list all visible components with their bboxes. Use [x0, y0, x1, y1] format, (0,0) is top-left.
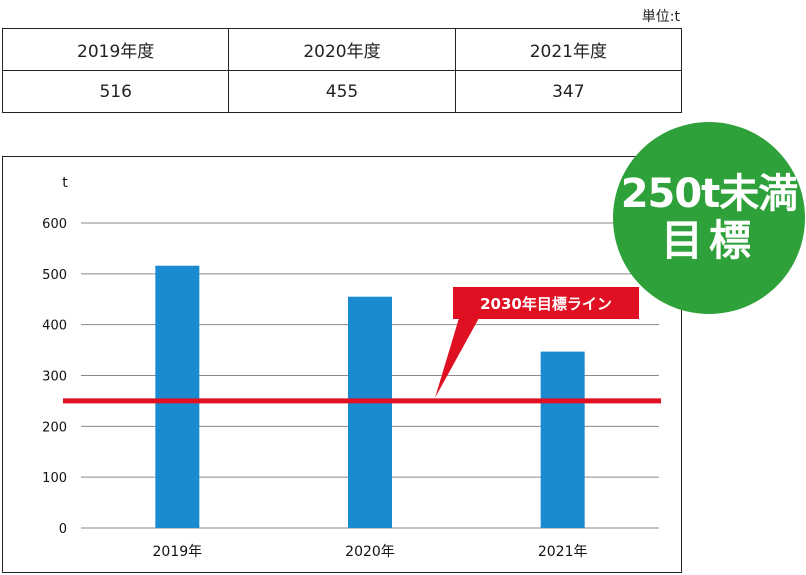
x-tick-label: 2021年	[538, 544, 588, 560]
badge-line2: 目標	[660, 216, 757, 265]
bar-chart: t 0 100 200 300 400 500 600 2019年 2020年 2021年 2030年…	[42, 175, 661, 560]
bar	[348, 296, 392, 528]
y-tick-label: 100	[42, 471, 67, 486]
bar	[540, 351, 585, 528]
x-tick-label: 2020年	[345, 544, 395, 560]
y-tick-label: 400	[42, 319, 67, 334]
y-axis-label: t	[62, 175, 68, 191]
data-table: 2019年度 2020年度 2021年度 516 455 347	[1, 28, 683, 113]
table-cell: 516	[1, 70, 230, 113]
table-header-row: 2019年度 2020年度 2021年度	[1, 28, 683, 71]
target-callout-pointer	[435, 318, 479, 398]
table-header-cell: 2019年度	[1, 28, 230, 71]
chart-frame: t 0 100 200 300 400 500 600 2019年 2020年 2021年 2030年…	[2, 156, 682, 573]
table-header-cell: 2020年度	[228, 28, 456, 71]
y-tick-label: 600	[42, 217, 67, 232]
x-tick-label: 2019年	[153, 544, 203, 560]
table-cell: 347	[454, 70, 683, 113]
target-line-label: 2030年目標ライン	[480, 295, 612, 313]
y-tick-label: 300	[42, 370, 67, 385]
table-cell: 455	[228, 70, 456, 113]
badge-line1: 250t未満	[620, 171, 799, 217]
target-callout-box	[453, 287, 639, 319]
table-header-cell: 2021年度	[454, 28, 683, 71]
target-badge: 250t未満 目標	[613, 122, 805, 314]
y-tick-label: 200	[42, 420, 67, 435]
y-tick-label: 500	[42, 268, 67, 283]
unit-label: 単位:t	[641, 9, 680, 25]
bar	[155, 265, 200, 528]
table-row: 516 455 347	[1, 70, 683, 113]
y-tick-label: 0	[59, 522, 67, 537]
